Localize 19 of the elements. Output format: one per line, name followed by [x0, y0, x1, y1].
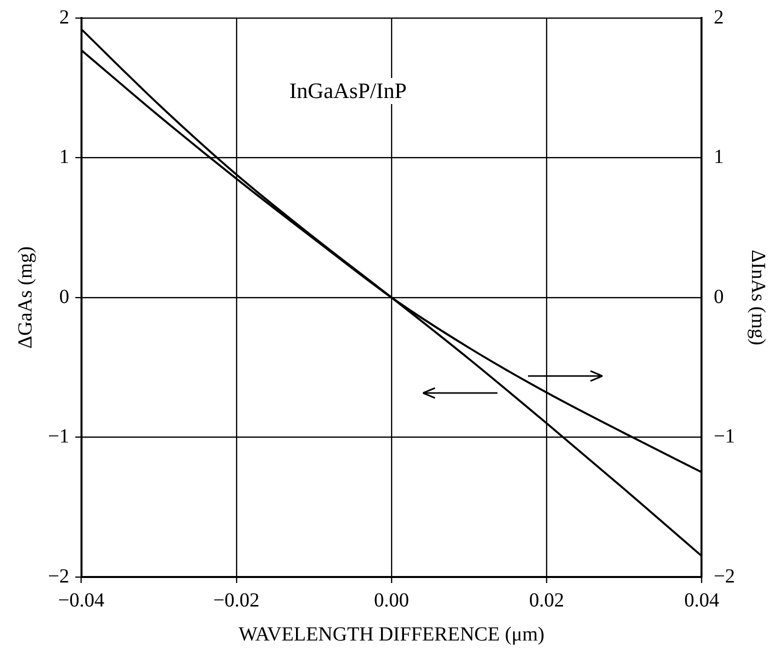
x-tick-label: −0.02: [213, 589, 260, 612]
y2-axis-title: ΔInAs (mg): [746, 250, 769, 346]
x-tick-label: 0.04: [684, 589, 720, 612]
y-tick-label: −2: [48, 565, 70, 588]
y2-tick-label: −2: [714, 565, 735, 588]
y2-tick-label: 0: [714, 286, 724, 308]
y2-tick-label: 1: [714, 146, 724, 168]
y-tick-label: −1: [48, 426, 70, 448]
y2-tick-label: 2: [714, 6, 724, 28]
y-tick-label: 1: [59, 146, 70, 168]
y-axis-title: ΔGaAs (mg): [14, 246, 36, 349]
y2-tick-label: −1: [714, 426, 735, 448]
y-tick-label: 0: [59, 286, 70, 308]
x-tick-label: −0.04: [58, 589, 104, 612]
y-tick-label: 2: [59, 6, 70, 28]
x-tick-label: 0.00: [374, 589, 409, 612]
x-tick-label: 0.02: [529, 589, 564, 612]
annotation: InGaAsP/InP: [289, 78, 407, 103]
x-axis-title: WAVELENGTH DIFFERENCE (μm): [238, 623, 544, 646]
